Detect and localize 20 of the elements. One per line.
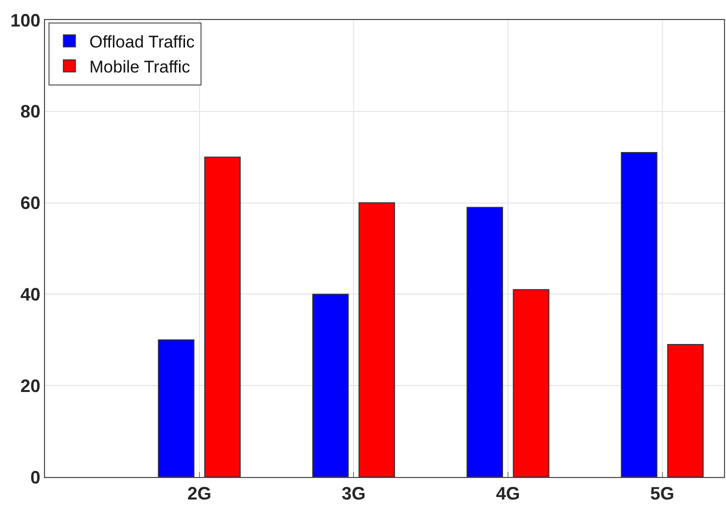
- bar: [667, 344, 704, 477]
- y-tick-label: 60: [20, 193, 40, 214]
- y-tick-label: 40: [20, 284, 40, 304]
- legend-label: Mobile Traffic: [89, 58, 191, 77]
- x-tick-label: 2G: [187, 484, 212, 504]
- y-tick-label: 80: [20, 102, 40, 122]
- bar: [512, 289, 550, 477]
- bar: [466, 206, 504, 477]
- legend-label: Offload Traffic: [89, 32, 196, 52]
- y-tick-label: 0: [30, 467, 40, 488]
- bar: [312, 294, 349, 477]
- bar: [204, 156, 241, 477]
- x-tick-label: 4G: [496, 484, 520, 504]
- bar: [158, 339, 194, 477]
- bar: [358, 202, 396, 477]
- y-tick-label: 100: [10, 10, 40, 30]
- y-tick-label: 20: [20, 376, 40, 396]
- x-tick-label: 5G: [650, 484, 674, 504]
- x-tick-label: 3G: [342, 484, 366, 504]
- bar: [620, 152, 658, 477]
